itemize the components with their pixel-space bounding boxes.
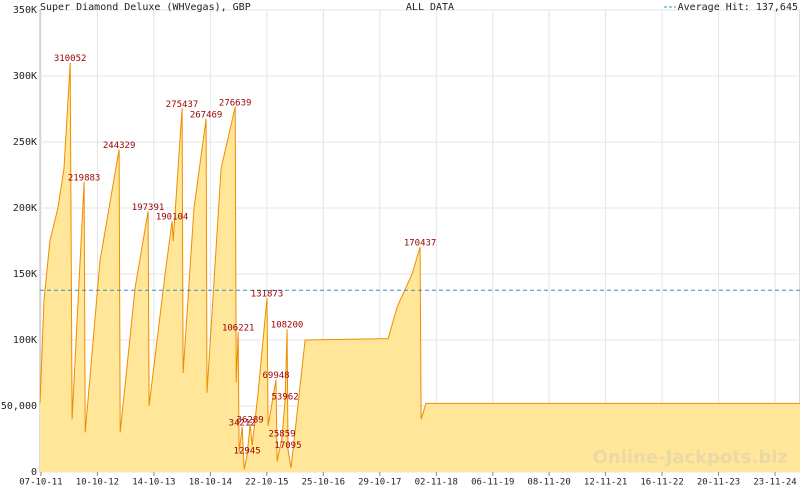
value-label: 131873 bbox=[251, 289, 284, 299]
line bbox=[39, 62, 800, 470]
value-label: 190104 bbox=[156, 213, 189, 223]
legend-label: Average Hit: 137,645 bbox=[678, 2, 798, 13]
value-label: 17095 bbox=[274, 441, 301, 451]
watermark: Online-Jackpots.biz bbox=[593, 447, 788, 468]
y-tick-label: 100K bbox=[13, 335, 37, 346]
value-label: 244329 bbox=[103, 141, 136, 151]
value-label: 108200 bbox=[271, 321, 304, 331]
x-tick-label: 29-10-17 bbox=[358, 478, 401, 488]
x-tick-label: 07-10-11 bbox=[19, 478, 62, 488]
x-tick-label: 16-11-22 bbox=[640, 478, 683, 488]
y-tick-label: 150K bbox=[13, 269, 37, 280]
value-label: 275437 bbox=[166, 100, 199, 110]
x-tick-label: 18-10-14 bbox=[189, 478, 232, 488]
y-tick-label: 50,000 bbox=[1, 401, 37, 412]
x-tick-label: 08-11-20 bbox=[527, 478, 570, 488]
value-label: 267469 bbox=[190, 110, 223, 120]
y-tick-label: 0 bbox=[31, 467, 37, 478]
value-label: 170437 bbox=[404, 239, 437, 249]
plot bbox=[39, 62, 800, 472]
value-label: 276639 bbox=[219, 98, 252, 108]
value-label: 36289 bbox=[237, 416, 264, 426]
x-tick-label: 25-10-16 bbox=[302, 478, 345, 488]
y-tick-label: 250K bbox=[13, 137, 37, 148]
value-label: 106221 bbox=[222, 323, 255, 333]
chart-title: Super Diamond Deluxe (WHVegas), GBP bbox=[40, 2, 251, 13]
value-label: 69948 bbox=[262, 371, 289, 381]
x-tick-label: 10-10-12 bbox=[76, 478, 119, 488]
chart-subtitle: ALL DATA bbox=[406, 2, 454, 13]
value-label: 197391 bbox=[132, 203, 165, 213]
x-tick-label: 23-11-24 bbox=[753, 478, 796, 488]
y-tick-label: 300K bbox=[13, 71, 37, 82]
x-tick-label: 02-11-18 bbox=[415, 478, 458, 488]
value-label: 53962 bbox=[272, 392, 299, 402]
value-label: 12945 bbox=[234, 446, 261, 456]
y-tick-label: 350K bbox=[13, 5, 37, 16]
value-label: 310052 bbox=[54, 54, 87, 64]
value-label: 34212 bbox=[229, 418, 256, 428]
x-tick-label: 22-10-15 bbox=[245, 478, 288, 488]
y-tick-label: 200K bbox=[13, 203, 37, 214]
value-label: 219883 bbox=[68, 173, 101, 183]
x-tick-label: 06-11-19 bbox=[471, 478, 514, 488]
x-tick-label: 12-11-21 bbox=[584, 478, 627, 488]
x-tick-label: 20-11-23 bbox=[697, 478, 740, 488]
x-tick-label: 14-10-13 bbox=[132, 478, 175, 488]
value-label: 25859 bbox=[268, 429, 295, 439]
